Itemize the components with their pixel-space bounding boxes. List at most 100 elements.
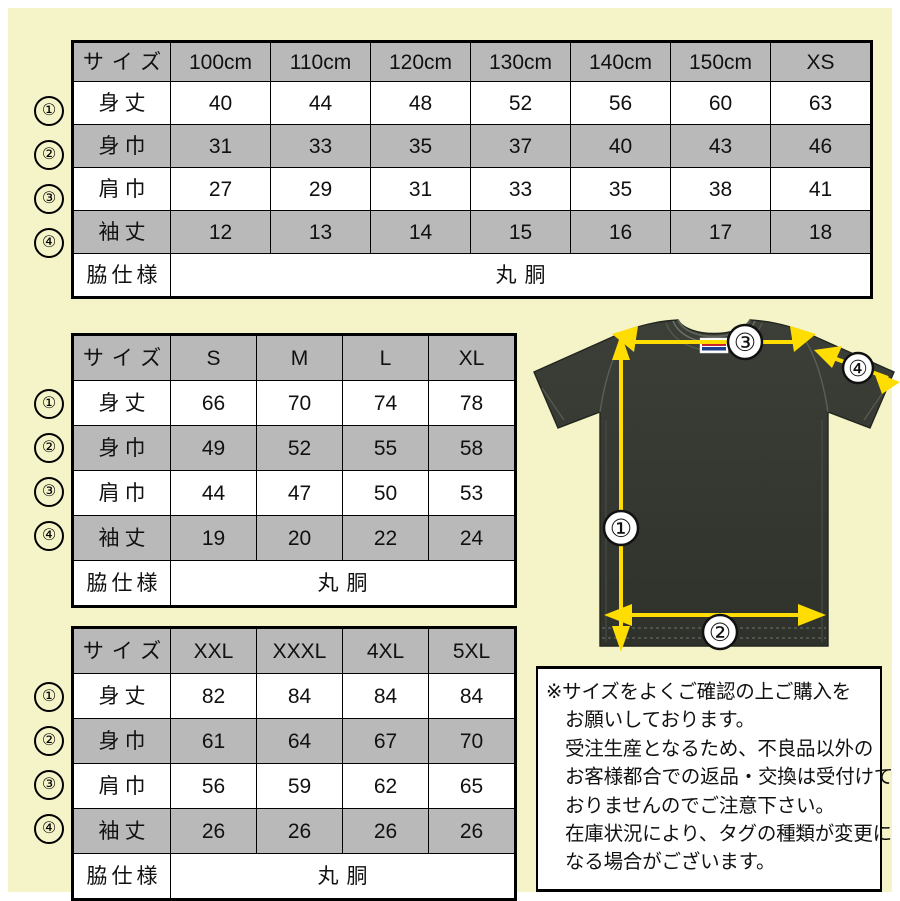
header3-col-0: XXL [170, 627, 257, 674]
table-row-side-spec: 脇仕様 丸胴 [72, 253, 872, 298]
cell3-side-spec-value: 丸胴 [170, 853, 516, 900]
cell3-r1-c1: 64 [256, 718, 343, 764]
cell-r2-c2: 31 [370, 167, 471, 211]
row-label-sleeve-length: 袖丈 [72, 210, 171, 254]
row3-label-shoulder-width: 肩巾 [72, 763, 171, 809]
cell2-r1-c3: 58 [428, 425, 516, 471]
cell2-r3-c3: 24 [428, 515, 516, 561]
table-row-sleeve-length: 袖丈 19 20 22 24 [72, 515, 516, 561]
note-line-5: おりませんのでご注意下さい。 [565, 794, 835, 817]
header3-col-1: XXXL [256, 627, 343, 674]
row3-label-body-width: 身巾 [72, 718, 171, 764]
marker-2-table-3: ② [34, 726, 64, 756]
cell-r1-c3: 37 [470, 124, 571, 168]
cell-r2-c4: 35 [570, 167, 671, 211]
diagram-marker-1-circle [602, 509, 640, 547]
size-table-adult: サイズ S M L XL 身丈 66 70 74 78 身巾 49 52 55 … [71, 333, 517, 608]
left-cuff-stitch [541, 387, 565, 421]
cell-r1-c4: 40 [570, 124, 671, 168]
cell2-r1-c2: 55 [342, 425, 429, 471]
diagram-marker-3-label: ③ [734, 328, 756, 357]
arrow-3-head-right [790, 326, 816, 352]
cell-r3-c6: 18 [770, 210, 872, 254]
cell2-r1-c0: 49 [170, 425, 257, 471]
table-row-body-width: 身巾 61 64 67 70 [72, 718, 516, 764]
marker-3-table-1: ③ [34, 184, 64, 214]
header-col-2: 120cm [370, 41, 471, 82]
arrow-2-head-left [604, 604, 632, 626]
table-row-body-length: 身丈 40 44 48 52 56 60 63 [72, 81, 872, 125]
cell-r2-c3: 33 [470, 167, 571, 211]
cell-r3-c0: 12 [170, 210, 271, 254]
cell2-r2-c1: 47 [256, 470, 343, 516]
cell3-r1-c3: 70 [428, 718, 516, 764]
table-row-sleeve-length: 袖丈 12 13 14 15 16 17 18 [72, 210, 872, 254]
arrow-3-head-left [612, 326, 638, 352]
cell2-side-spec-value: 丸胴 [170, 560, 516, 607]
table-row-header: サイズ S M L XL [72, 334, 516, 381]
header-col-6: XS [770, 41, 872, 82]
table-row-body-width: 身巾 49 52 55 58 [72, 425, 516, 471]
arrow-2-head-right [798, 604, 826, 626]
cell-r1-c5: 43 [670, 124, 771, 168]
cell-r0-c4: 56 [570, 81, 671, 125]
cell2-r1-c1: 52 [256, 425, 343, 471]
cell-r3-c3: 15 [470, 210, 571, 254]
header3-col-3: 5XL [428, 627, 516, 674]
row3-label-sleeve-length: 袖丈 [72, 808, 171, 854]
row-label-body-length: 身丈 [72, 81, 171, 125]
table-row-header: サイズ 100cm 110cm 120cm 130cm 140cm 150cm … [72, 41, 872, 82]
cell3-r1-c2: 67 [342, 718, 429, 764]
table-row-shoulder-width: 肩巾 44 47 50 53 [72, 470, 516, 516]
cell-r0-c6: 63 [770, 81, 872, 125]
table-row-header: サイズ XXL XXXL 4XL 5XL [72, 627, 516, 674]
header-size-label-2: サイズ [72, 334, 171, 381]
note-line-1: ※サイズをよくご確認の上ご購入を [546, 681, 852, 703]
row2-label-body-length: 身丈 [72, 380, 171, 426]
cell2-r2-c2: 50 [342, 470, 429, 516]
marker-3-table-2: ③ [34, 477, 64, 507]
row3-label-body-length: 身丈 [72, 673, 171, 719]
header2-col-0: S [170, 334, 257, 381]
tshirt-body [533, 319, 895, 647]
tshirt-measurement-diagram: ① ② ③ ④ [528, 316, 900, 654]
diagram-marker-1-label: ① [610, 514, 632, 543]
note-line-7: なる場合がございます。 [565, 851, 776, 874]
cell3-r3-c3: 26 [428, 808, 516, 854]
diagram-marker-3-circle [726, 323, 764, 361]
header-col-4: 140cm [570, 41, 671, 82]
header-col-5: 150cm [670, 41, 771, 82]
cell3-r2-c3: 65 [428, 763, 516, 809]
table-row-shoulder-width: 肩巾 56 59 62 65 [72, 763, 516, 809]
header-size-label-3: サイズ [72, 627, 171, 674]
cell-r0-c1: 44 [270, 81, 371, 125]
arrow-1-head-bottom [612, 626, 630, 652]
note-line-6: 在庫状況により、タグの種類が変更に [565, 823, 892, 846]
row2-label-side-spec: 脇仕様 [72, 560, 171, 607]
cell3-r2-c2: 62 [342, 763, 429, 809]
cell3-r3-c0: 26 [170, 808, 257, 854]
row3-label-side-spec: 脇仕様 [72, 853, 171, 900]
marker-2-table-2: ② [34, 433, 64, 463]
cell-r2-c5: 38 [670, 167, 771, 211]
arrow-1-head-top [612, 334, 630, 360]
cell3-r0-c3: 84 [428, 673, 516, 719]
arrow-4-head-outer [874, 372, 900, 394]
cell-side-spec-value: 丸胴 [170, 253, 872, 298]
tshirt-shape [533, 319, 895, 647]
cell-r1-c6: 46 [770, 124, 872, 168]
row2-label-body-width: 身巾 [72, 425, 171, 471]
cell3-r3-c1: 26 [256, 808, 343, 854]
table-row-side-spec: 脇仕様 丸胴 [72, 853, 516, 900]
header2-col-1: M [256, 334, 343, 381]
cell-r0-c0: 40 [170, 81, 271, 125]
header-col-3: 130cm [470, 41, 571, 82]
note-line-2: お願いしております。 [565, 709, 755, 732]
arrow-4-head-inner [814, 346, 842, 368]
cell2-r0-c0: 66 [170, 380, 257, 426]
marker-2-table-1: ② [34, 140, 64, 170]
table-row-body-width: 身巾 31 33 35 37 40 43 46 [72, 124, 872, 168]
table-row-side-spec: 脇仕様 丸胴 [72, 560, 516, 607]
diagram-marker-2-label: ② [709, 618, 731, 647]
